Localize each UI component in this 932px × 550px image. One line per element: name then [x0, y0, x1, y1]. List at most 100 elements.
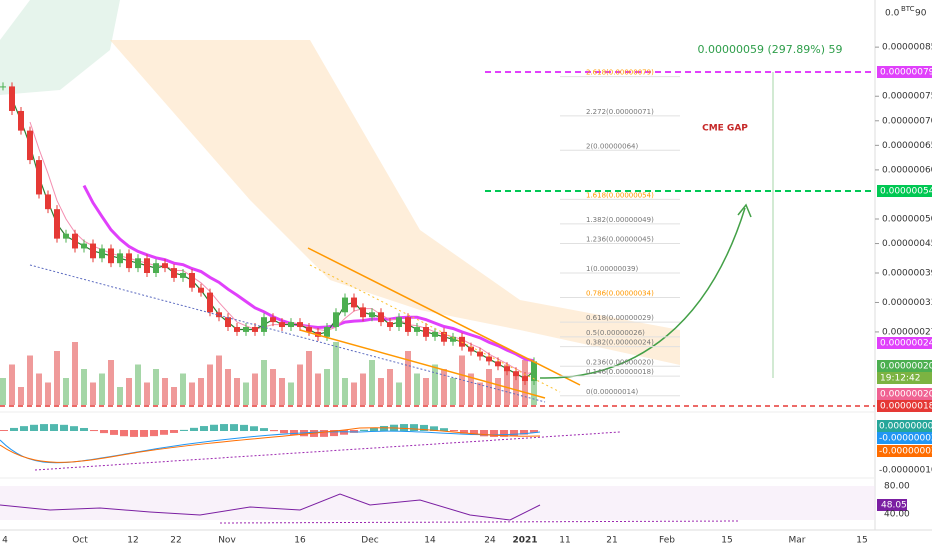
price-badge-label: 0.00000020 [880, 362, 932, 372]
candle [45, 194, 51, 210]
fib-label: 1(0.00000039) [586, 265, 638, 273]
rsi-label: 40.00 [884, 510, 910, 520]
volume-bar [342, 378, 348, 405]
macd-histogram [220, 424, 228, 431]
macd-histogram [270, 430, 278, 432]
macd-histogram [70, 426, 78, 431]
date-label: 22 [170, 536, 181, 546]
indicator-badge [877, 420, 932, 432]
macd-histogram [410, 424, 418, 431]
wedge-line [307, 247, 581, 386]
price-tick-label: 0.00000050 [882, 214, 932, 224]
candle [486, 356, 492, 362]
candle [117, 253, 123, 264]
price-badge [877, 337, 932, 349]
volume-bar [288, 382, 294, 405]
macd-histogram [50, 424, 58, 431]
volume-bar [468, 373, 474, 405]
fib-label: 2.272(0.00000071) [586, 108, 654, 116]
volume-bar [63, 378, 69, 405]
candle [18, 110, 24, 131]
price-badge-label: 0.00000020 [880, 390, 932, 400]
volume-bar [207, 364, 213, 405]
volume-bar [495, 378, 501, 405]
rsi-band [0, 486, 875, 520]
macd-histogram [60, 424, 68, 431]
macd-histogram [250, 426, 258, 431]
volume-bar [396, 382, 402, 405]
candle [27, 130, 33, 161]
axis-unit: BTC [901, 5, 915, 13]
volume-bar [486, 369, 492, 405]
volume-bar [135, 364, 141, 405]
trend-line [29, 264, 546, 403]
axis-top: 0.0 [885, 9, 900, 19]
signal-line [0, 427, 541, 463]
indicator-label: 0.00000000 [879, 422, 932, 432]
date-label: 11 [559, 536, 570, 546]
macd-histogram [150, 430, 158, 437]
macd-histogram [170, 430, 178, 433]
date-label: 4 [2, 536, 8, 546]
macd-histogram [230, 424, 238, 431]
indicator-badge [877, 445, 932, 457]
macd-histogram [100, 430, 108, 434]
volume-bar [378, 378, 384, 405]
volume-bar [261, 360, 267, 405]
volume-bar [108, 360, 114, 405]
candle [135, 258, 141, 269]
candle [81, 243, 87, 249]
cme-annotation: CME GAP [702, 124, 748, 134]
candle [252, 327, 258, 332]
volume-bar [99, 373, 105, 405]
macd-histogram [320, 430, 328, 437]
fib-label: 0.5(0.00000026) [586, 329, 645, 337]
macd-histogram [420, 424, 428, 431]
macd-histogram [160, 430, 168, 435]
fib-label: 2(0.00000064) [586, 142, 638, 150]
price-badge-label: 0.00000018 [880, 402, 932, 412]
macd-histogram [520, 430, 528, 435]
candle [171, 268, 177, 278]
volume-bar [360, 373, 366, 405]
indicator-label: -0.00000002 [879, 434, 932, 444]
candle [387, 322, 393, 328]
volume-bar [387, 369, 393, 405]
candle [261, 317, 267, 332]
trend-line [219, 520, 741, 524]
volume-bar [243, 382, 249, 405]
date-label: 16 [294, 536, 306, 546]
price-badge [877, 372, 932, 384]
date-label: Nov [218, 536, 236, 546]
rsi-label: 48.05 [881, 501, 907, 511]
price-badge-label: 0.00000024 [880, 339, 932, 349]
price-badge [877, 388, 932, 400]
candle [270, 317, 276, 323]
fib-label: 1.236(0.00000045) [586, 236, 654, 244]
macd-histogram [10, 427, 18, 431]
fib-label: 0.236(0.00000020) [586, 358, 654, 366]
fib-label: 2.618(0.00000079) [586, 69, 654, 77]
cloud [0, 0, 120, 95]
candle [495, 361, 501, 367]
candle [450, 336, 456, 342]
price-badge [877, 360, 932, 372]
volume-bar [252, 373, 258, 405]
volume-bar [369, 360, 375, 405]
volume-bar [459, 355, 465, 405]
macd-histogram [510, 430, 518, 437]
indicator-label: -0.00000003 [879, 447, 932, 457]
candle [513, 371, 519, 377]
fib-label: 0.146(0.00000018) [586, 368, 654, 376]
macd-histogram [280, 430, 288, 434]
volume-bar [0, 378, 6, 405]
indicator-label: -0.00000010 [879, 466, 932, 476]
candle [531, 361, 537, 382]
volume-bar [180, 373, 186, 405]
volume-bar [45, 382, 51, 405]
volume-bar [234, 378, 240, 405]
macd-histogram [260, 428, 268, 431]
candle [126, 253, 132, 269]
candle [243, 327, 249, 332]
